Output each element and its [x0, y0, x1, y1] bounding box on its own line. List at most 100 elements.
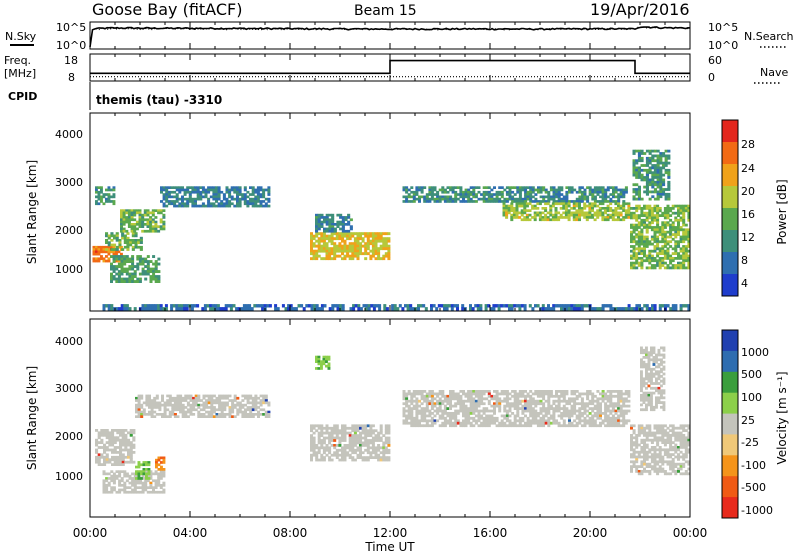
power-cell — [630, 245, 633, 248]
power-cell — [181, 204, 184, 208]
velocity-cell — [438, 390, 442, 393]
velocity-cell — [619, 394, 623, 398]
power-cell — [482, 193, 486, 196]
power-cell — [570, 190, 574, 194]
power-cell — [562, 304, 566, 308]
power-cell — [267, 186, 271, 189]
power-cell — [637, 188, 641, 191]
power-cell — [177, 307, 181, 311]
power-cell — [500, 195, 504, 199]
power-cell — [684, 209, 688, 213]
power-cell — [138, 255, 142, 258]
velocity-cell — [113, 438, 117, 442]
power-cell — [100, 250, 103, 254]
power-cell — [433, 200, 437, 203]
velocity-cell — [325, 429, 329, 433]
power-cell — [604, 197, 608, 201]
velocity-cell — [423, 424, 427, 428]
power-cell — [135, 211, 139, 215]
power-cell — [516, 200, 520, 203]
velocity-cell — [609, 394, 613, 398]
velocity-cell — [154, 481, 158, 485]
velocity-cell — [220, 415, 224, 418]
power-cell — [348, 244, 352, 248]
velocity-cell — [643, 455, 646, 459]
velocity-cell — [135, 410, 138, 414]
power-cell — [127, 218, 131, 222]
power-cell — [651, 190, 655, 194]
velocity-cell — [410, 399, 414, 403]
velocity-cell — [108, 443, 112, 447]
velocity-cell — [149, 474, 153, 478]
power-cell — [511, 197, 515, 201]
power-cell — [441, 197, 445, 201]
power-cell — [549, 209, 553, 212]
power-cell — [637, 192, 641, 196]
velocity-cell — [351, 446, 355, 450]
power-cell — [254, 197, 258, 201]
velocity-cell — [656, 426, 660, 430]
velocity-cell — [531, 409, 535, 413]
velocity-cell — [322, 426, 326, 430]
power-cell — [472, 188, 476, 192]
velocity-cell — [351, 436, 355, 440]
power-cell — [617, 195, 621, 199]
velocity-cell — [121, 458, 125, 462]
velocity-cell — [348, 439, 352, 442]
power-cell — [541, 207, 545, 210]
velocity-cell — [157, 472, 161, 476]
velocity-cell — [233, 394, 237, 398]
velocity-cell — [348, 436, 352, 440]
power-cell — [568, 190, 571, 194]
power-cell — [671, 266, 675, 270]
power-cell — [648, 259, 652, 263]
power-cell — [136, 277, 140, 281]
power-cell — [578, 188, 582, 192]
power-cell — [450, 304, 454, 308]
velocity-cell — [482, 416, 486, 420]
freq-right-tick-bottom: 0 — [708, 71, 715, 84]
velocity-cell — [425, 407, 429, 410]
velocity-cell — [643, 458, 646, 461]
power-cell — [630, 211, 633, 215]
velocity-cell — [534, 402, 538, 406]
power-cell — [211, 307, 215, 311]
velocity-cell — [369, 446, 373, 450]
power-cell — [190, 307, 194, 311]
power-cell — [354, 304, 358, 308]
velocity-cell — [405, 392, 409, 396]
power-cell — [259, 204, 263, 208]
power-cell — [679, 307, 683, 311]
velocity-cell — [658, 465, 662, 468]
power-cell — [245, 307, 249, 311]
power-cell — [317, 254, 321, 258]
power-cell — [588, 193, 592, 196]
power-cell — [134, 234, 138, 238]
velocity-cell — [542, 407, 546, 410]
power-cell — [159, 307, 163, 311]
power-cell — [325, 247, 329, 251]
power-cell — [428, 197, 432, 201]
power-cell — [632, 228, 636, 232]
velocity-cell — [518, 419, 522, 423]
power-cell — [557, 195, 561, 199]
velocity-cell — [428, 392, 432, 396]
power-cell — [133, 209, 137, 212]
power-cell — [120, 272, 124, 276]
power-cell — [100, 188, 103, 192]
velocity-cell — [518, 416, 522, 420]
power-cell — [113, 248, 117, 251]
velocity-cell — [459, 390, 463, 393]
power-cell — [322, 257, 326, 261]
velocity-cell — [155, 394, 159, 398]
power-cell — [128, 265, 132, 268]
power-cell — [531, 186, 535, 189]
power-cell — [637, 240, 641, 244]
velocity-cell — [146, 486, 150, 489]
power-cell — [601, 213, 605, 217]
velocity-cell — [262, 396, 266, 400]
power-cell — [677, 211, 680, 215]
power-cell — [653, 154, 657, 158]
velocity-cell — [534, 421, 538, 425]
power-cell — [146, 307, 150, 311]
